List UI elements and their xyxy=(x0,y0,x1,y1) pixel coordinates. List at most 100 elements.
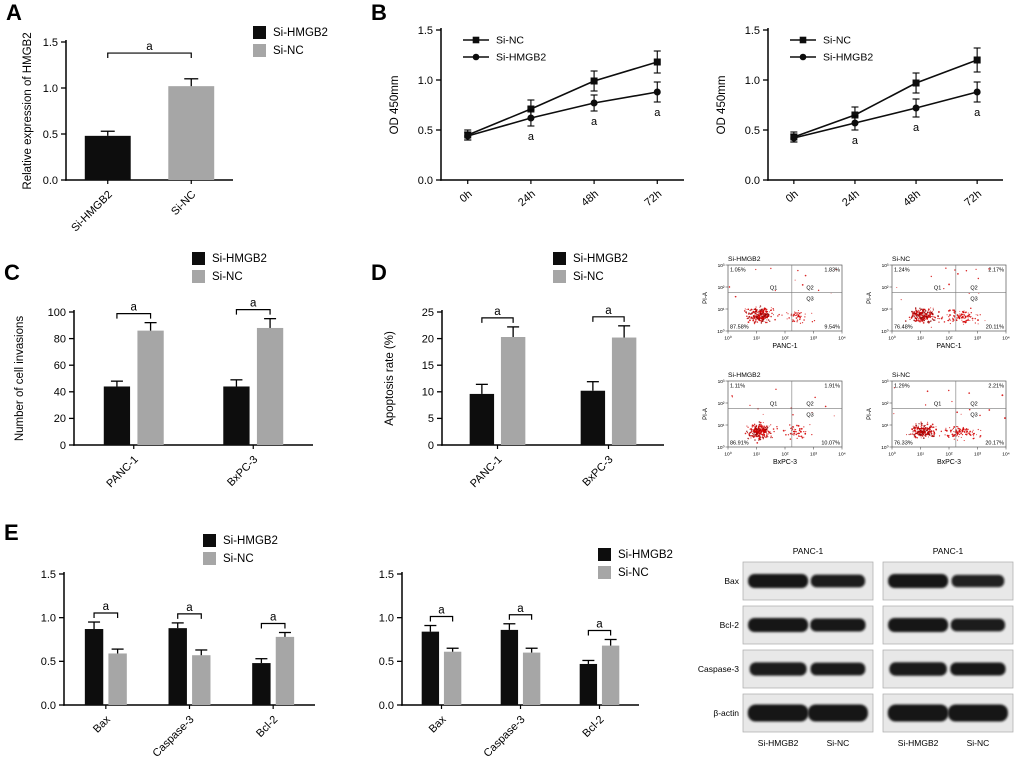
svg-text:1.5: 1.5 xyxy=(43,37,58,49)
svg-text:24h: 24h xyxy=(840,188,862,209)
svg-text:Caspase-3: Caspase-3 xyxy=(151,714,197,760)
cck8-proliferation-line-chart-1: 0.0 0.5 1.0 1.5 OD 450mm 0h 24h 48h 72h a a a Si-NC S… xyxy=(389,25,684,209)
svg-text:Q3: Q3 xyxy=(970,297,977,303)
svg-text:Q2: Q2 xyxy=(970,286,977,292)
western-blot-panel: Bax Bcl-2 Caspase-3 β-actin PANC-1 Si-HMGB2 Si… xyxy=(698,546,1014,748)
svg-text:1.0: 1.0 xyxy=(41,612,56,624)
svg-text:1.5: 1.5 xyxy=(379,569,394,581)
svg-text:Si-HMGB2: Si-HMGB2 xyxy=(898,738,939,748)
si-nc-swatch-icon xyxy=(203,552,216,565)
svg-text:1.91%: 1.91% xyxy=(824,384,840,390)
svg-text:Apoptosis rate (%): Apoptosis rate (%) xyxy=(384,331,396,426)
svg-text:1.0: 1.0 xyxy=(745,75,760,87)
legend-item-si-hmgb2: Si-HMGB2 xyxy=(192,252,267,265)
svg-text:BxPC-3: BxPC-3 xyxy=(580,454,615,489)
svg-text:β-actin: β-actin xyxy=(713,708,739,718)
svg-text:Si-NC: Si-NC xyxy=(827,738,850,748)
svg-text:a: a xyxy=(605,305,612,317)
svg-text:Bax: Bax xyxy=(724,576,739,586)
svg-text:1.0: 1.0 xyxy=(418,75,433,87)
svg-text:10³: 10³ xyxy=(882,379,889,385)
svg-text:0.0: 0.0 xyxy=(418,175,433,187)
svg-text:a: a xyxy=(270,612,277,624)
svg-text:10⁰: 10⁰ xyxy=(888,452,895,458)
legend-label-si-hmgb2: Si-HMGB2 xyxy=(573,252,628,265)
protein-expression-bar-chart-2: 0.0 0.5 1.0 1.5 Bax a Caspase-3 a Bcl-2 a xyxy=(379,569,639,760)
svg-text:40: 40 xyxy=(54,387,66,399)
svg-text:0.5: 0.5 xyxy=(41,656,56,668)
svg-text:Q2: Q2 xyxy=(970,402,977,408)
svg-text:a: a xyxy=(438,605,445,617)
svg-text:Si-HMGB2: Si-HMGB2 xyxy=(728,372,761,379)
legend-item-si-nc: Si-NC xyxy=(598,566,673,579)
svg-text:0.0: 0.0 xyxy=(41,700,56,712)
legend-label-si-hmgb2: Si-HMGB2 xyxy=(223,534,278,547)
svg-text:0h: 0h xyxy=(784,188,801,205)
svg-text:10³: 10³ xyxy=(718,263,725,269)
svg-text:a: a xyxy=(517,603,524,615)
svg-text:10²: 10² xyxy=(718,401,725,407)
svg-text:15: 15 xyxy=(422,360,434,372)
svg-text:76.33%: 76.33% xyxy=(894,441,913,447)
si-hmgb2-swatch-icon xyxy=(203,534,216,547)
svg-text:PANC-1: PANC-1 xyxy=(468,454,504,490)
svg-text:48h: 48h xyxy=(901,188,923,209)
svg-text:10¹: 10¹ xyxy=(917,336,924,342)
si-nc-swatch-icon xyxy=(192,270,205,283)
legend-label-si-hmgb2: Si-HMGB2 xyxy=(273,26,328,39)
panel-label-c: C xyxy=(4,260,20,285)
svg-text:PANC-1: PANC-1 xyxy=(104,454,140,490)
legend-item-si-hmgb2: Si-HMGB2 xyxy=(553,252,628,265)
svg-text:Si-NC: Si-NC xyxy=(823,35,851,47)
svg-text:PANC-1: PANC-1 xyxy=(772,343,797,350)
svg-text:0: 0 xyxy=(60,440,66,452)
svg-text:1.11%: 1.11% xyxy=(730,384,745,390)
legend-item-si-nc: Si-NC xyxy=(192,270,267,283)
svg-text:10³: 10³ xyxy=(718,379,725,385)
svg-text:2.21%: 2.21% xyxy=(988,384,1004,390)
svg-text:10¹: 10¹ xyxy=(753,452,760,458)
svg-text:72h: 72h xyxy=(642,188,664,209)
panel-label-b: B xyxy=(371,0,387,25)
svg-text:Si-NC: Si-NC xyxy=(892,372,910,379)
svg-text:10²: 10² xyxy=(782,452,789,458)
legend-label-si-nc: Si-NC xyxy=(223,552,254,565)
svg-text:10⁴: 10⁴ xyxy=(1002,452,1009,458)
svg-text:Si-NC: Si-NC xyxy=(496,35,524,47)
svg-text:10¹: 10¹ xyxy=(882,307,889,313)
svg-text:Q1: Q1 xyxy=(934,286,941,292)
si-hmgb2-swatch-icon xyxy=(253,26,266,39)
svg-text:80: 80 xyxy=(54,333,66,345)
svg-text:10²: 10² xyxy=(718,285,725,291)
svg-text:1.24%: 1.24% xyxy=(894,268,910,274)
svg-text:a: a xyxy=(591,116,598,128)
svg-text:Si-NC: Si-NC xyxy=(967,738,990,748)
svg-text:OD 450mm: OD 450mm xyxy=(389,76,401,135)
svg-text:20: 20 xyxy=(54,413,66,425)
svg-text:1.29%: 1.29% xyxy=(894,384,910,390)
svg-text:10⁰: 10⁰ xyxy=(717,329,724,335)
svg-text:Si-NC: Si-NC xyxy=(892,256,910,263)
blot-strip-2: PANC-1 Si-HMGB2 Si-NC xyxy=(882,546,1014,748)
svg-text:PANC-1: PANC-1 xyxy=(936,343,961,350)
blot-strip-1: PANC-1 Si-HMGB2 Si-NC xyxy=(742,546,874,748)
svg-text:5: 5 xyxy=(428,413,434,425)
svg-text:Bcl-2: Bcl-2 xyxy=(254,714,280,740)
si-hmgb2-swatch-icon xyxy=(192,252,205,265)
panel-label-e: E xyxy=(4,520,19,545)
svg-text:a: a xyxy=(528,131,535,143)
svg-text:PI-A: PI-A xyxy=(703,408,709,420)
svg-text:100: 100 xyxy=(48,307,66,319)
svg-text:Si-HMGB2: Si-HMGB2 xyxy=(69,189,115,235)
svg-text:20: 20 xyxy=(422,333,434,345)
svg-text:10⁴: 10⁴ xyxy=(1002,336,1009,342)
legend-item-si-nc: Si-NC xyxy=(553,270,628,283)
svg-text:Si-HMGB2: Si-HMGB2 xyxy=(823,52,873,64)
svg-text:a: a xyxy=(974,107,981,119)
svg-text:BxPC-3: BxPC-3 xyxy=(937,459,961,466)
legend-panel-a: Si-HMGB2 Si-NC xyxy=(253,26,328,57)
svg-text:0.5: 0.5 xyxy=(43,129,58,141)
svg-text:60: 60 xyxy=(54,360,66,372)
legend-label-si-nc: Si-NC xyxy=(273,44,304,57)
